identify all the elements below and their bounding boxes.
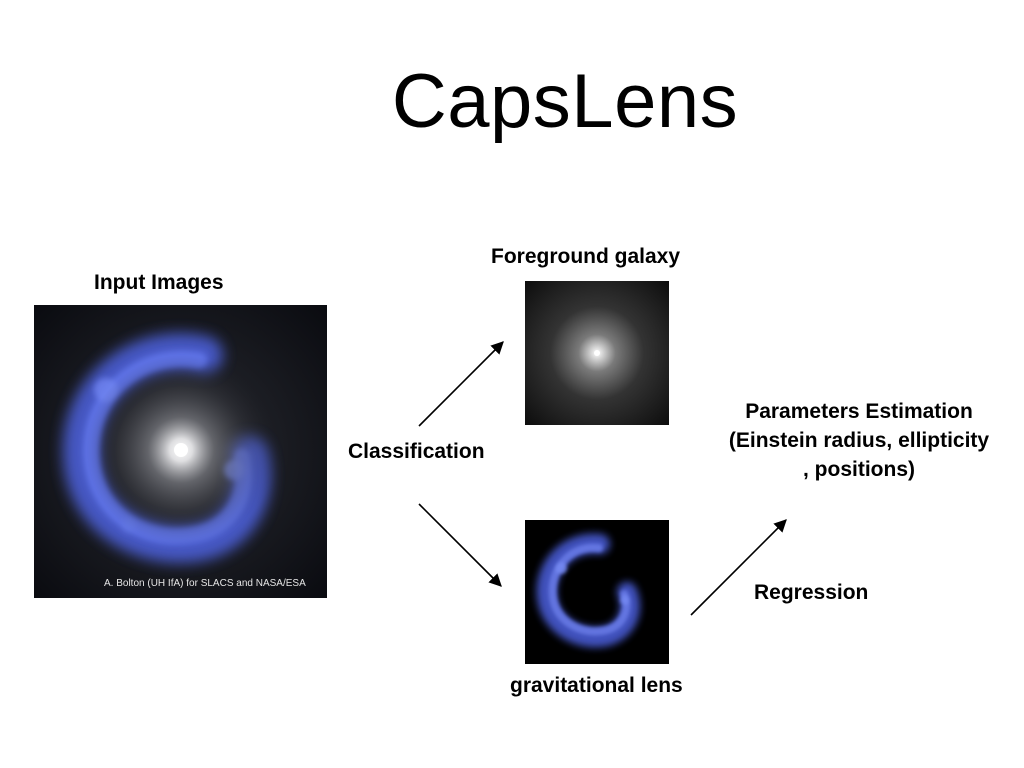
foreground-galaxy-label: Foreground galaxy xyxy=(491,245,681,268)
image-credit: A. Bolton (UH IfA) for SLACS and NASA/ES… xyxy=(104,578,306,589)
arrow-to-lens xyxy=(418,503,502,587)
input-lens-image: A. Bolton (UH IfA) for SLACS and NASA/ES… xyxy=(34,305,327,598)
parameters-line-2: (Einstein radius, ellipticity xyxy=(728,429,990,452)
gravitational-lens-image xyxy=(525,520,669,664)
parameters-line-1: Parameters Estimation xyxy=(745,400,973,423)
arrow-to-foreground xyxy=(418,341,504,427)
foreground-galaxy-graphic xyxy=(525,281,669,425)
input-images-label: Input Images xyxy=(94,271,224,294)
slide-title: CapsLens xyxy=(391,59,739,144)
gravitational-lens-graphic xyxy=(525,520,669,664)
foreground-galaxy-image xyxy=(525,281,669,425)
parameters-line-3: , positions) xyxy=(803,458,915,481)
regression-label: Regression xyxy=(754,581,869,604)
classification-label: Classification xyxy=(348,440,485,463)
gravitational-lens-label: gravitational lens xyxy=(510,674,683,697)
input-lens-graphic xyxy=(34,305,327,598)
parameters-estimation-text: Parameters Estimation (Einstein radius, … xyxy=(700,397,1018,484)
